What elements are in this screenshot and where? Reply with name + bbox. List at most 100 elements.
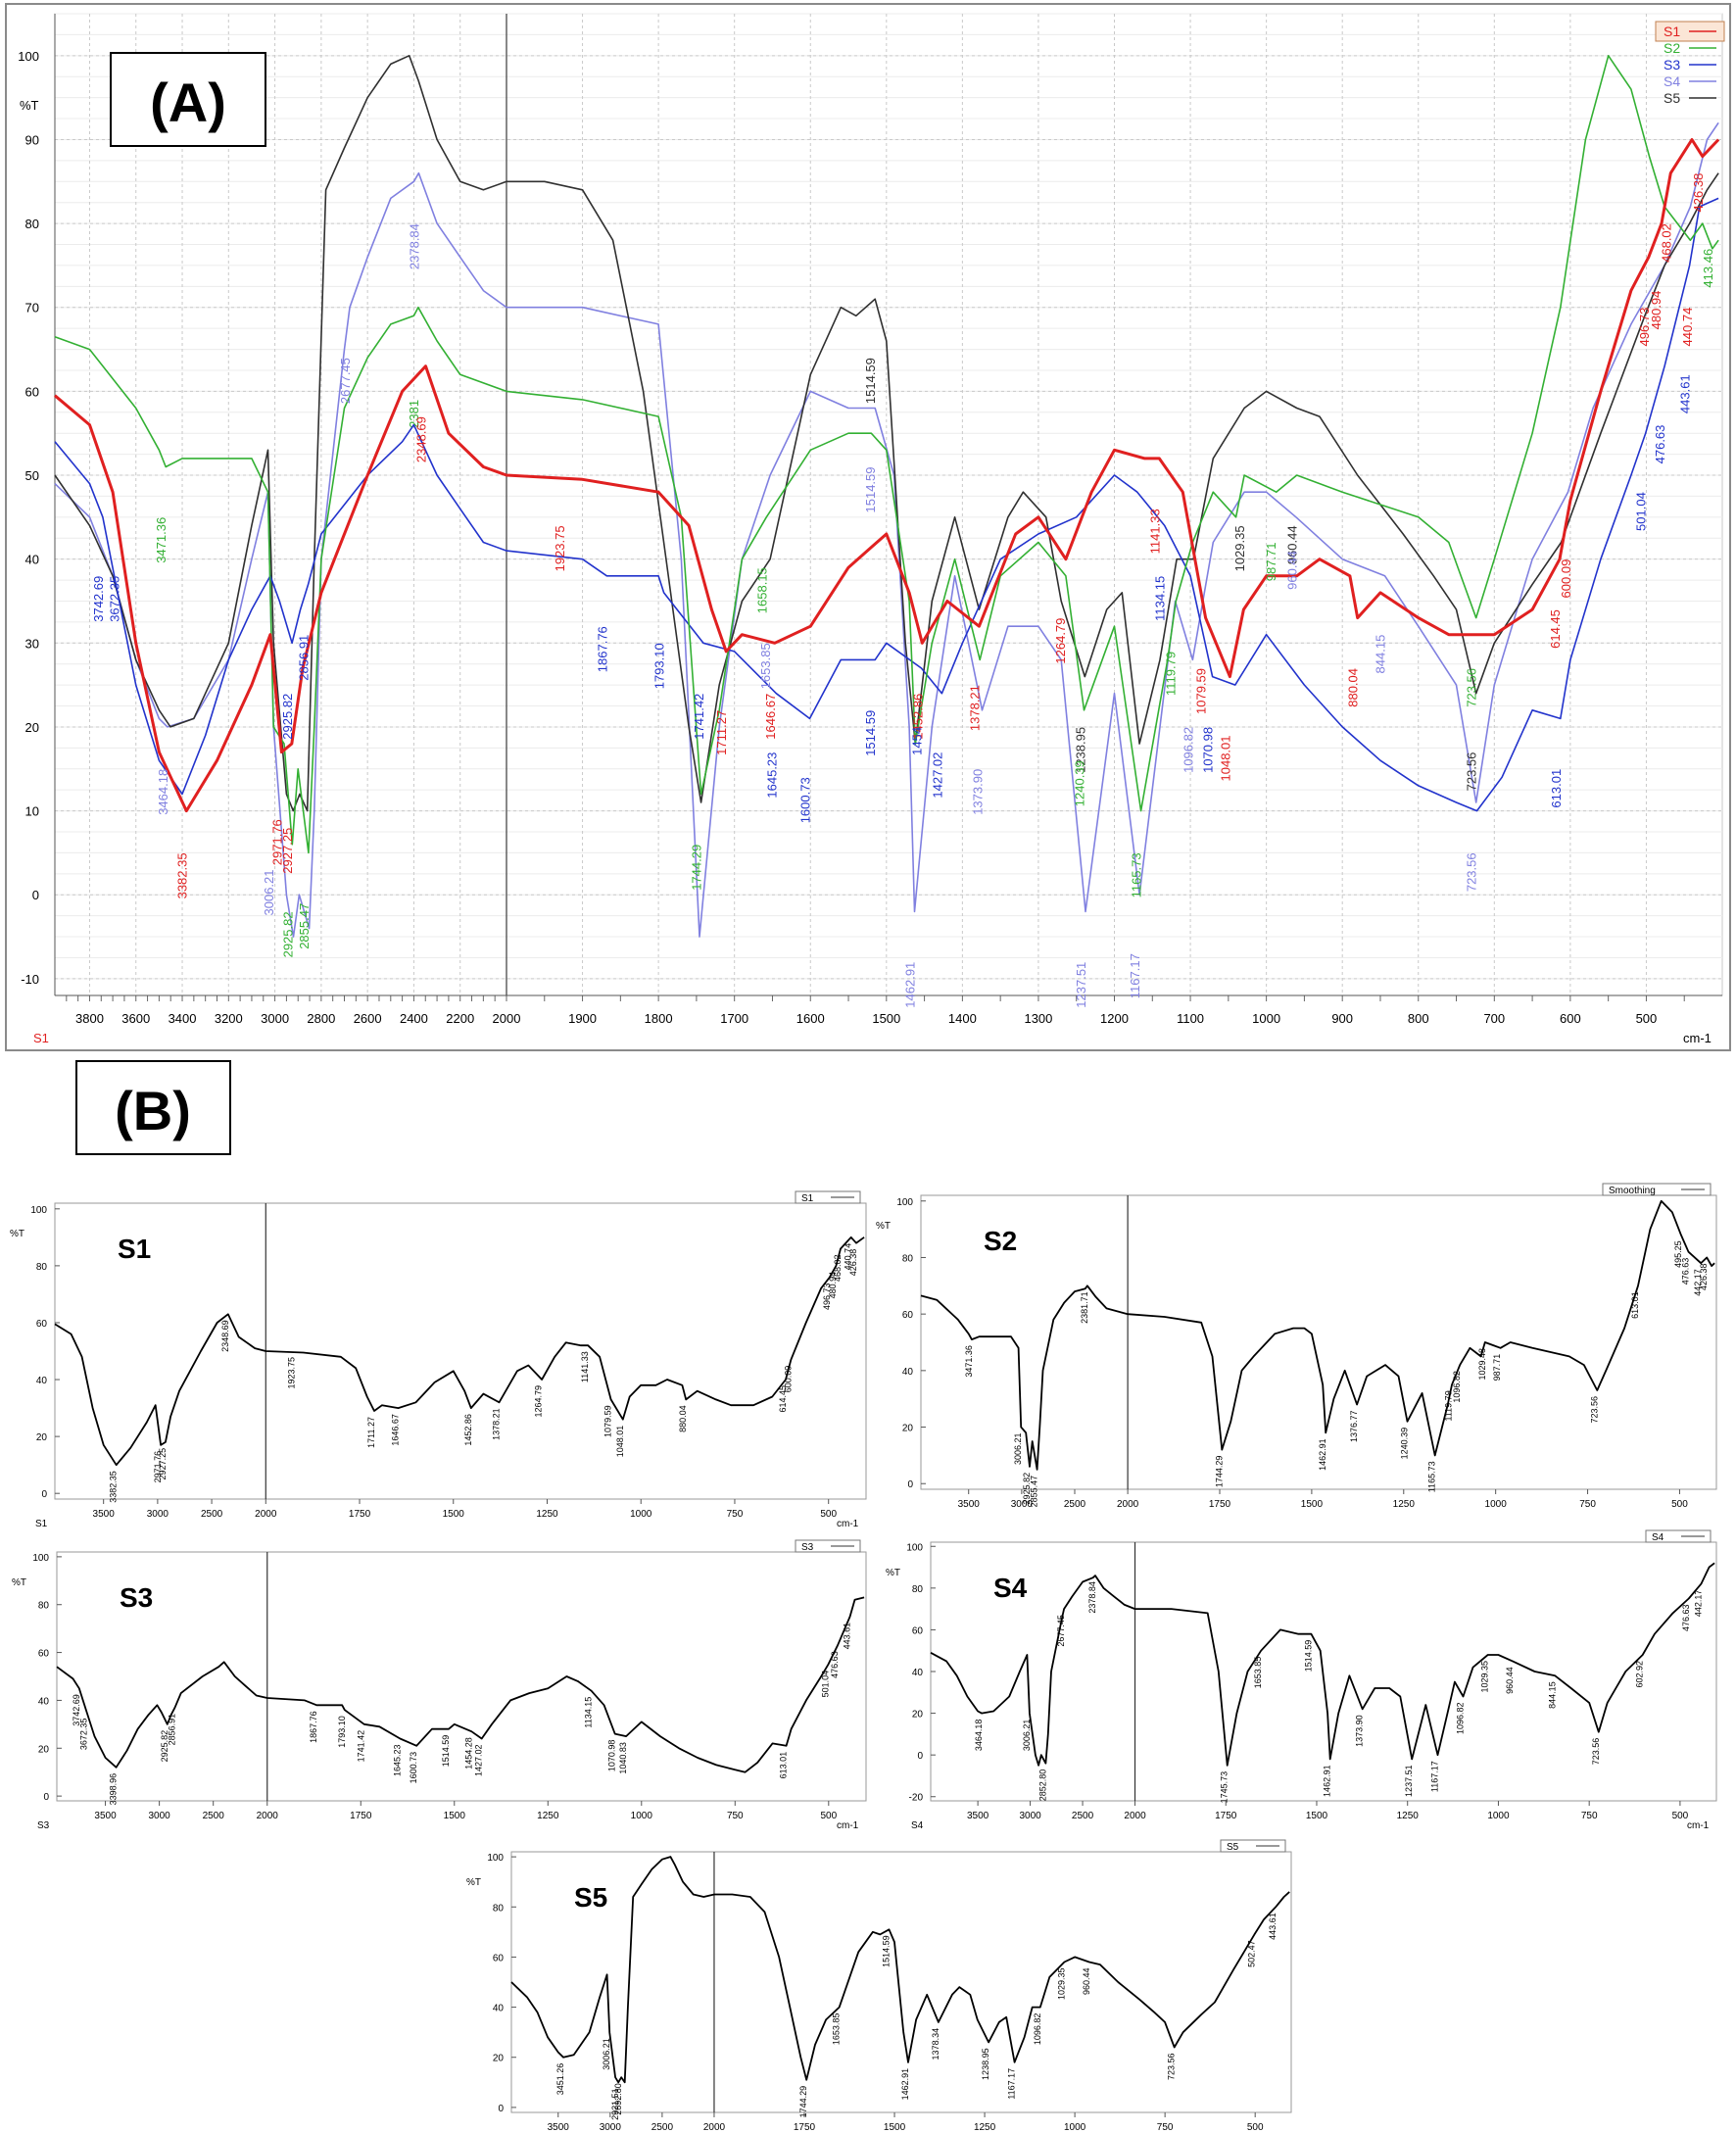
y-tick-label: 80 [902, 1253, 914, 1264]
peak-label: 426.38 [848, 1249, 858, 1277]
y-tick-label: 60 [36, 1319, 48, 1330]
x-tick-label: 1750 [794, 2122, 816, 2133]
peak-label: 2677.45 [1056, 1615, 1066, 1647]
peak-label: 600.09 [783, 1366, 793, 1393]
x-tick-label: 1750 [350, 1811, 372, 1821]
subplot-title: S1 [118, 1234, 151, 1264]
peak-label: 1096.82 [1033, 2013, 1042, 2046]
y-tick-label: 60 [25, 384, 39, 399]
x-tick-label: 2000 [1124, 1811, 1146, 1821]
x-tick-label: 750 [1157, 2122, 1174, 2133]
series-s2-line [54, 55, 1719, 854]
x-tick-label: 2500 [203, 1811, 225, 1821]
y-tick-label: 60 [902, 1310, 914, 1321]
peak-label: 468.02 [1659, 223, 1673, 263]
x-tick-label: 900 [1331, 1011, 1353, 1026]
x-tick-label: 1750 [349, 1509, 371, 1520]
x-tick-label: 1000 [1252, 1011, 1280, 1026]
peak-label: 723.56 [1167, 2054, 1177, 2081]
peak-label: 3471.36 [154, 517, 169, 563]
y-tick-label: 100 [906, 1542, 923, 1553]
x-tick-label: 2000 [493, 1011, 521, 1026]
x-tick-label: 3000 [149, 1811, 171, 1821]
peak-label: 1378.21 [967, 685, 982, 731]
peak-label: 1514.59 [882, 1935, 892, 1967]
y-tick-label: 40 [912, 1668, 924, 1678]
peak-label: 496.73 [1637, 308, 1652, 347]
peak-label: 1096.82 [1452, 1371, 1462, 1403]
peak-label: 3006.21 [262, 870, 276, 916]
peak-label: 495.25 [1673, 1240, 1683, 1268]
peak-label: 1452.86 [463, 1414, 473, 1446]
x-tick-label: 500 [820, 1811, 837, 1821]
peak-label: 1744.29 [1214, 1456, 1224, 1488]
peak-label: 2927.25 [158, 1448, 168, 1480]
y-tick-label: 80 [493, 1903, 505, 1914]
peak-label: 476.63 [1681, 1605, 1691, 1632]
legend-text: S4 [1652, 1532, 1664, 1543]
peak-label: 880.04 [678, 1405, 688, 1432]
x-tick-label: 600 [1560, 1011, 1581, 1026]
peak-label: 3382.35 [174, 852, 189, 898]
x-tick-label: 1400 [948, 1011, 977, 1026]
x-tick-label: 3500 [94, 1811, 117, 1821]
subplot-s5: 0 20 40 60 80 100 3500 3000 2500 2000 1750 1500 1250… [466, 1839, 1292, 2133]
peak-label: 2348.69 [414, 416, 429, 462]
peak-label: 443.61 [843, 1623, 852, 1650]
peak-label: 442.17 [1693, 1269, 1703, 1296]
x-tick-label: 800 [1408, 1011, 1429, 1026]
y-tick-label: 20 [36, 1432, 48, 1443]
peak-label: 1646.67 [391, 1414, 401, 1446]
x-tick-label: 750 [727, 1509, 744, 1520]
peak-label: 1119.79 [1444, 1390, 1454, 1421]
panel-a-label: (A) [150, 72, 226, 133]
peak-label: 1040.83 [618, 1742, 628, 1774]
x-tick-label: 3600 [121, 1011, 150, 1026]
peak-label: 1793.10 [337, 1716, 347, 1748]
peak-label: 1923.75 [553, 525, 567, 571]
peak-label: 1454 [910, 727, 925, 755]
x-tick-label: 1200 [1100, 1011, 1129, 1026]
y-tick-label: 70 [25, 301, 39, 315]
x-tick-label: 2600 [354, 1011, 382, 1026]
peak-label: 723.56 [1465, 852, 1479, 892]
peak-label: 1373.90 [971, 769, 986, 815]
peak-label: 480.94 [828, 1272, 838, 1299]
y-tick-label: 20 [912, 1710, 924, 1721]
peak-label: 614.45 [1548, 609, 1563, 649]
peak-label: 3451.26 [555, 2063, 565, 2096]
peak-label: 2378.84 [1087, 1581, 1097, 1614]
peak-label: 1462.91 [903, 962, 918, 1008]
x-tick-label: 3500 [967, 1811, 989, 1821]
y-tick-label: 100 [18, 49, 39, 64]
peak-label: 1238.95 [1073, 727, 1087, 773]
peak-label: 1923.75 [286, 1357, 296, 1389]
peak-label: 1741.42 [692, 694, 706, 740]
y-unit-label: %T [12, 1577, 26, 1588]
peak-label: 2381.71 [1080, 1291, 1089, 1324]
peak-label: 1029.48 [1477, 1348, 1487, 1381]
panel-a-label-box [110, 52, 266, 147]
x-tick-label: 3400 [169, 1011, 197, 1026]
peak-label: 614.45 [778, 1385, 788, 1413]
peak-label: 443.61 [1678, 374, 1693, 413]
x-tick-label: 1300 [1024, 1011, 1052, 1026]
y-tick-label: 100 [896, 1197, 913, 1208]
peak-label: 426.38 [1699, 1264, 1709, 1291]
peak-label: 2381 [407, 400, 421, 428]
series-s1-line [54, 138, 1720, 813]
peak-label: 2856.91 [168, 1714, 177, 1746]
x-tick-label: 500 [1671, 1499, 1688, 1510]
spectrum-line [510, 1856, 1290, 2084]
x-tick-label: 700 [1483, 1011, 1505, 1026]
x-tick-label: 1250 [1397, 1811, 1420, 1821]
peak-label: 2925.82 [280, 694, 295, 740]
plot-area [920, 1194, 1717, 1490]
y-tick-label: 80 [912, 1584, 924, 1595]
peak-label: 440.74 [1680, 308, 1695, 347]
x-tick-label: 2500 [1064, 1499, 1086, 1510]
legend-entry-s5: S5 [1664, 90, 1680, 106]
peak-label: 3672.35 [108, 576, 122, 622]
y-tick-label: 20 [38, 1744, 50, 1755]
peak-label: 1240.39 [1073, 760, 1087, 806]
